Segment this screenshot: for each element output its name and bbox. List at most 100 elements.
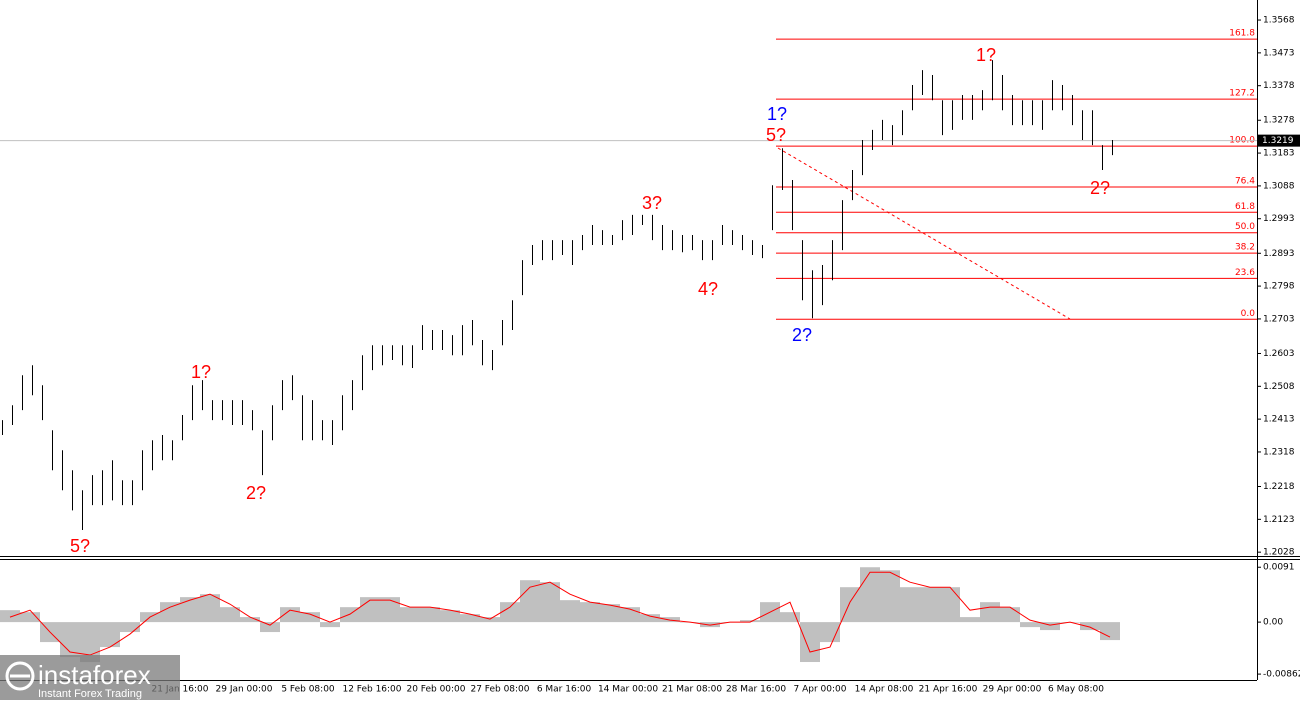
histogram-bar [880,570,900,623]
histogram-bar [20,612,40,623]
fib-trendline [777,147,1071,320]
x-tick-label: 29 Apr 00:00 [983,685,1042,695]
histogram-bar [640,614,660,623]
histogram-bar [600,604,620,623]
wave-label: 1? [767,104,787,124]
wave-label: 5? [766,125,786,145]
y-tick-label: 1.3183 [1263,149,1295,159]
y-tick-label: 1.2413 [1263,415,1295,425]
histogram-bar [220,607,240,623]
fib-label: 127.2 [1229,89,1255,99]
histogram-bar [420,607,440,623]
y-tick-label: 1.2318 [1263,447,1295,457]
histogram-bar [1080,622,1100,631]
histogram-bar [0,610,20,623]
histogram-bar [200,594,220,623]
histogram-bar [820,622,840,643]
wave-label: 5? [70,536,90,556]
wave-label: 1? [191,362,211,382]
x-tick-label: 6 May 08:00 [1048,685,1104,695]
y-tick-label: 1.2218 [1263,482,1295,492]
y-tick-label: 1.2508 [1263,382,1295,392]
histogram-bar [920,587,940,623]
histogram-bar [260,622,280,633]
y-tick-label: -0.00862 [1263,670,1300,680]
histogram-bar [320,622,340,628]
wave-label: 2? [1090,178,1110,198]
histogram-bar [500,602,520,623]
histogram-bar [440,610,460,623]
fib-label: 161.8 [1229,29,1255,39]
histogram-bar [980,602,1000,623]
fib-label: 50.0 [1235,222,1255,232]
histogram-bar [660,617,680,623]
y-tick-label: 1.3568 [1263,16,1295,26]
histogram-bar [1100,622,1120,641]
x-tick-label: 7 Apr 00:00 [794,685,847,695]
y-tick-label: 1.3473 [1263,48,1295,58]
histogram-bar [400,607,420,623]
x-tick-label: 27 Feb 08:00 [470,685,529,695]
histogram-bar [280,607,300,623]
x-tick-label: 5 Feb 08:00 [281,685,335,695]
y-tick-label: 1.2893 [1263,249,1295,259]
logo-tagline: Instant Forex Trading [38,688,142,700]
y-tick-label: 1.2993 [1263,214,1295,224]
logo-name: instaforex [38,660,151,690]
histogram-bar [1020,622,1040,628]
histogram-bar [100,622,120,648]
wave-label: 2? [246,483,266,503]
y-tick-label: 1.2603 [1263,349,1295,359]
x-tick-label: 21 Apr 16:00 [919,685,978,695]
current-price-label: 1.3219 [1262,136,1294,146]
histogram-bar [120,622,140,633]
signal-line [9,571,1111,656]
histogram-bar [740,620,760,623]
logo-icon [5,661,35,691]
x-tick-label: 21 Mar 08:00 [662,685,722,695]
histogram-bar [240,617,260,623]
fib-label: 76.4 [1235,177,1255,187]
histogram-bar [360,597,380,623]
wave-label: 3? [642,193,662,213]
x-tick-label: 6 Mar 16:00 [537,685,592,695]
x-tick-label: 21 Jan 16:00 [152,685,209,695]
histogram-bar [940,587,960,623]
x-tick-label: 14 Apr 08:00 [855,685,914,695]
x-tick-label: 28 Mar 16:00 [726,685,786,695]
fib-label: 61.8 [1235,202,1255,212]
histogram-bar [380,597,400,623]
current-price-box [1258,134,1300,147]
histogram-bar [560,600,580,623]
histogram-bar [60,622,80,658]
wave-label: 4? [698,279,718,299]
histogram-bar [700,622,720,628]
histogram-bar [800,622,820,663]
x-tick-label: 14 Mar 00:00 [598,685,658,695]
x-tick-label: 12 Feb 16:00 [342,685,401,695]
histogram-bar [580,602,600,623]
plot-layer: 1.3568 1.3473 1.3378 1.3278 1.3183 1.3088 1.29… [0,16,1300,695]
y-tick-label: 1.2123 [1263,515,1295,525]
histogram-bar [960,617,980,623]
histogram-bar [460,614,480,623]
y-tick-label: 1.3088 [1263,181,1295,191]
y-tick-label: 1.2028 [1263,548,1295,558]
histogram-bar [540,582,560,623]
fib-label: 0.0 [1241,309,1256,319]
y-tick-label: 1.2703 [1263,314,1295,324]
y-tick-label: 1.3278 [1263,116,1295,126]
x-tick-label: 20 Feb 00:00 [406,685,465,695]
logo: instaforex Instant Forex Trading [0,655,180,700]
histogram-bar [520,580,540,623]
y-tick-label: 1.3378 [1263,81,1295,91]
x-tick-label: 29 Jan 00:00 [216,685,273,695]
histogram-bar [160,602,180,623]
histogram-bar [780,612,800,623]
histogram-bar [900,587,920,623]
y-tick-label: 0.0091 [1263,563,1295,573]
histogram-bar [1040,622,1060,631]
